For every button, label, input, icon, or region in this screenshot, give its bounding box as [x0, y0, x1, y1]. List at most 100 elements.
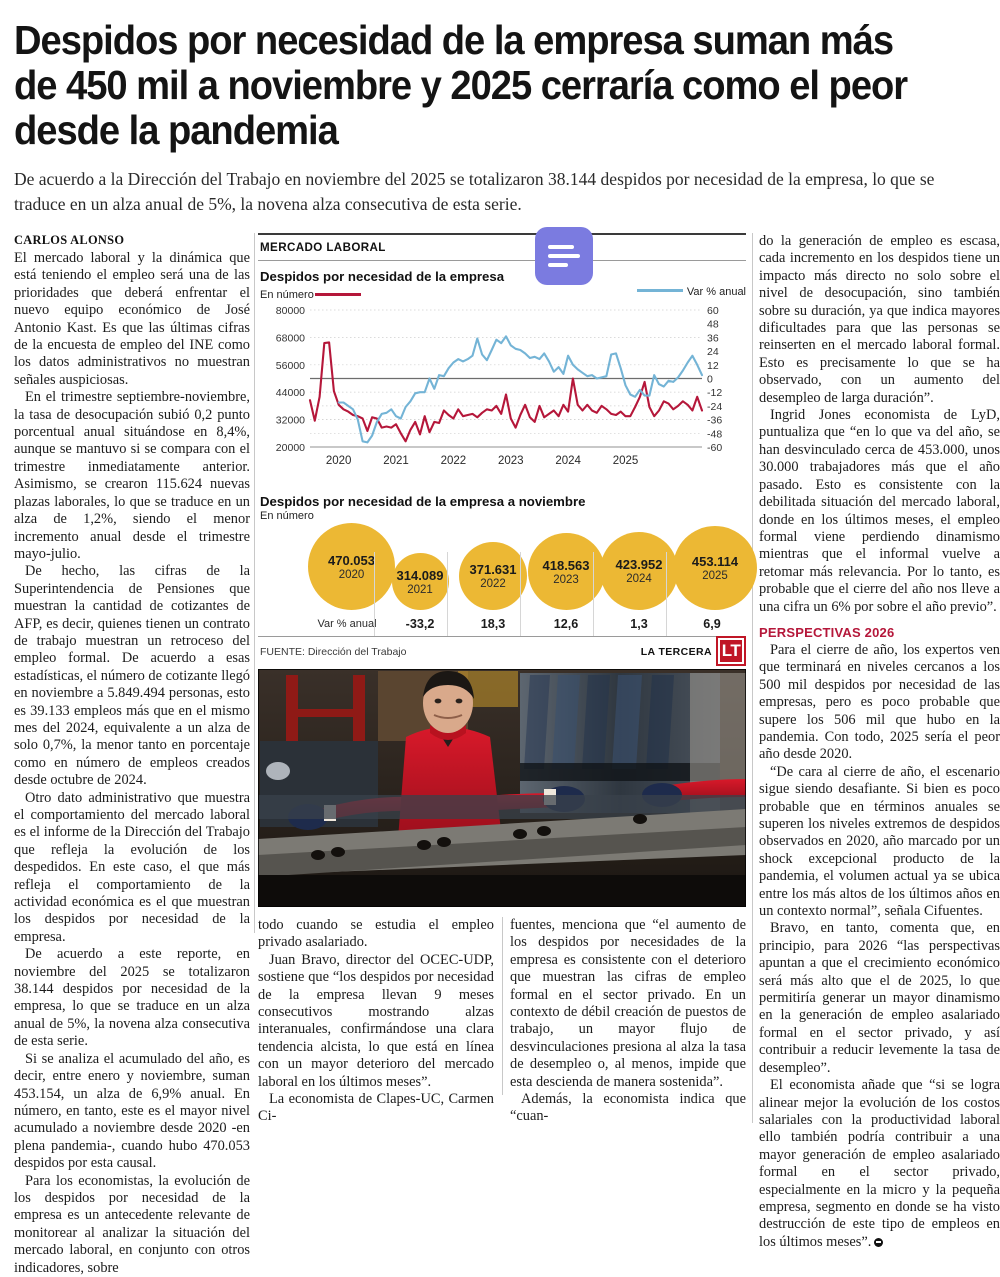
paragraph: do la generación de empleo es escasa, ca…	[759, 233, 1000, 406]
column-left: CARLOS ALONSO El mercado laboral y la di…	[14, 233, 250, 1277]
bubble-separator	[666, 552, 667, 636]
bubble: 418.563 2023	[527, 533, 605, 610]
newspaper-page: Despidos por necesidad de la empresa sum…	[0, 17, 1000, 1276]
svg-text:68000: 68000	[276, 332, 305, 344]
chart1-right-legend: Var % anual	[636, 286, 746, 298]
bubble-value: 418.563	[542, 557, 590, 573]
legend-swatch-despidos	[314, 292, 361, 296]
bubble-separator	[520, 552, 521, 636]
standfirst: De acuerdo a la Dirección del Trabajo en…	[14, 169, 935, 214]
paragraph: Juan Bravo, director del OCEC-UDP, sosti…	[258, 951, 494, 1090]
svg-text:36: 36	[707, 332, 719, 344]
legend-swatch-variacion	[636, 288, 683, 292]
column-divider-left	[254, 233, 255, 933]
paragraph: Para los economistas, la evolución de lo…	[14, 1172, 250, 1276]
panel-top-rule	[258, 233, 746, 235]
svg-text:80000: 80000	[276, 305, 305, 317]
svg-text:24: 24	[707, 346, 719, 358]
bubble: 314.089 2021	[391, 553, 449, 610]
bubble-cell: 418.563 2023	[527, 522, 605, 610]
svg-text:-48: -48	[707, 428, 722, 440]
bubble-cell: 470.053 2020	[308, 522, 395, 610]
chart1-left-unit: En número	[260, 289, 314, 302]
text-lines-icon[interactable]	[535, 227, 593, 285]
svg-text:56000: 56000	[276, 360, 305, 372]
panel-kicker: MERCADO LABORAL	[260, 241, 386, 254]
var-value: 18,3	[480, 617, 506, 631]
paragraph: El mercado laboral y la dinámica que est…	[14, 250, 250, 388]
paragraph: La economista de Clapes-UC, Carmen Ci-	[258, 1091, 494, 1125]
photo-illustration	[258, 669, 746, 907]
paragraph: Otro dato administrativo que muestra el …	[14, 789, 250, 945]
bubble-value: 314.089	[396, 567, 444, 583]
bubble-value: 470.053	[328, 552, 375, 568]
paragraph: Si se analiza el acumulado del año, es d…	[14, 1050, 250, 1172]
paragraph: En el trimestre septiembre-noviembre, la…	[14, 389, 250, 562]
chart2-var-row: Var % anual -33,2 18,3 12,6 1,3 6,9	[258, 552, 746, 636]
bubble-separator	[374, 552, 375, 636]
bubble-year: 2025	[702, 570, 728, 582]
svg-text:32000: 32000	[276, 415, 305, 427]
bubble-cell: 371.631 2022	[454, 522, 532, 610]
paragraph-last: El economista añade que “si se logra ali…	[759, 1077, 1000, 1251]
bubble-value: 423.952	[615, 557, 663, 572]
var-value: 6,9	[703, 617, 721, 631]
bubble-value: 453.114	[691, 554, 739, 569]
chart1-plot: 80000 68000 56000 44000 32000 20000 60 48 36 24 12…	[258, 302, 746, 487]
panel-source-row: FUENTE: Dirección del Trabajo LA TERCERA…	[258, 636, 746, 666]
svg-text:12: 12	[707, 360, 719, 372]
svg-text:2020: 2020	[326, 455, 352, 467]
page-title: Despidos por necesidad de la empresa sum…	[14, 17, 908, 153]
var-row-label: Var % anual	[317, 618, 377, 630]
svg-text:-24: -24	[707, 401, 722, 413]
paragraph: Además, la economista indica que “cuan-	[510, 1091, 746, 1125]
paragraph: todo cuando se estudia el empleo privado…	[258, 917, 494, 951]
bubble-year: 2024	[626, 573, 652, 585]
bubble: 371.631 2022	[459, 542, 527, 610]
svg-text:2022: 2022	[441, 455, 467, 467]
paragraph: “De cara al cierre de año, el escenario …	[759, 763, 1000, 920]
panel-bottom-rule	[258, 636, 746, 637]
paragraph: De acuerdo a este reporte, en noviembre …	[14, 946, 250, 1050]
bubble: 423.952 2024	[600, 532, 678, 610]
column-bottom-left: todo cuando se estudia el empleo privado…	[258, 917, 494, 1126]
svg-text:-36: -36	[707, 415, 722, 427]
svg-text:-12: -12	[707, 387, 722, 399]
bubble-value: 371.631	[469, 562, 517, 577]
svg-text:-60: -60	[707, 442, 722, 454]
svg-text:20000: 20000	[276, 442, 305, 454]
paragraph-text: El economista añade que “si se logra ali…	[759, 1077, 1000, 1250]
paragraph: De hecho, las cifras de la Superintenden…	[14, 563, 250, 789]
infographic-panel: MERCADO LABORAL Despidos por necesidad d…	[258, 227, 757, 666]
column-divider-right	[752, 233, 753, 1123]
svg-text:2023: 2023	[498, 455, 524, 467]
section-subhead: PERSPECTIVAS 2026	[759, 624, 895, 640]
bottom-column-divider	[502, 917, 503, 1095]
bubble-year: 2021	[407, 583, 433, 596]
bubble-separator	[593, 552, 594, 636]
var-value: 12,6	[553, 617, 579, 631]
paragraph: Bravo, en tanto, comenta que, en princip…	[759, 920, 1000, 1076]
svg-text:2025: 2025	[613, 455, 639, 467]
bubble-year: 2022	[480, 578, 506, 590]
var-value: -33,2	[405, 617, 435, 631]
paragraph: fuentes, menciona que “el aumento de los…	[510, 917, 746, 1090]
chart2-title: Despidos por necesidad de la empresa a n…	[260, 494, 586, 509]
chart2-unit: En número	[260, 510, 314, 522]
end-mark-icon	[874, 1237, 884, 1247]
svg-text:48: 48	[707, 319, 719, 331]
bubble: 470.053 2020	[308, 523, 395, 610]
svg-text:0: 0	[707, 374, 713, 386]
la-tercera-logo: LT	[716, 636, 746, 666]
var-value: 1,3	[630, 617, 648, 631]
byline: CARLOS ALONSO	[14, 233, 125, 247]
bubble-separator	[447, 552, 448, 636]
bubble-cell: 453.114 2025	[673, 522, 757, 610]
svg-text:60: 60	[707, 305, 719, 317]
bubble: 453.114 2025	[673, 526, 757, 610]
paragraph: Ingrid Jones economista de LyD, puntuali…	[759, 407, 1000, 615]
chart1-legend: En número Var % anual	[258, 286, 746, 302]
svg-text:2021: 2021	[383, 455, 409, 467]
paragraph: Para el cierre de año, los expertos ven …	[759, 641, 1000, 763]
